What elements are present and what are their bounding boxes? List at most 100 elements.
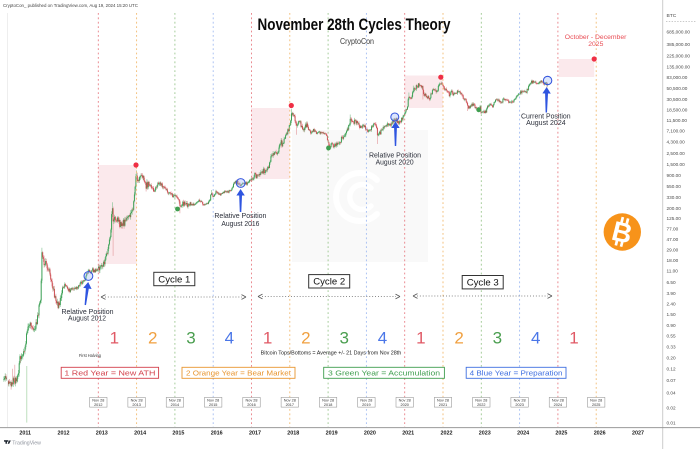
svg-text:3: 3 xyxy=(339,329,348,348)
svg-text:Nov 28: Nov 28 xyxy=(437,399,449,403)
svg-text:2012: 2012 xyxy=(58,431,70,437)
svg-text:11,500.00: 11,500.00 xyxy=(667,118,688,123)
svg-text:Relative Position: Relative Position xyxy=(62,309,114,316)
svg-text:2021: 2021 xyxy=(439,403,447,407)
svg-text:4: 4 xyxy=(378,329,387,348)
svg-text:Nov 28: Nov 28 xyxy=(169,399,181,403)
svg-text:2027: 2027 xyxy=(632,431,644,437)
svg-text:3 Green Year = Accumulation: 3 Green Year = Accumulation xyxy=(328,368,440,377)
svg-text:0.04: 0.04 xyxy=(667,390,677,395)
svg-text:Cycle 3: Cycle 3 xyxy=(467,278,499,289)
svg-text:0.20: 0.20 xyxy=(667,356,677,361)
svg-text:77.00: 77.00 xyxy=(667,227,679,232)
svg-text:2019: 2019 xyxy=(326,431,338,437)
svg-text:900.00: 900.00 xyxy=(667,173,682,178)
svg-text:2022: 2022 xyxy=(441,431,453,437)
svg-text:Nov 28: Nov 28 xyxy=(399,399,411,403)
svg-text:2018: 2018 xyxy=(324,403,332,407)
svg-text:2.40: 2.40 xyxy=(667,302,677,307)
svg-text:2016: 2016 xyxy=(211,431,223,437)
svg-text:3: 3 xyxy=(186,329,195,348)
svg-text:Bitcoin Tops/Bottoms = Average: Bitcoin Tops/Bottoms = Average +/- 21 Da… xyxy=(261,350,402,356)
svg-text:2016: 2016 xyxy=(247,403,255,407)
svg-text:2018: 2018 xyxy=(287,431,299,437)
svg-text:2017: 2017 xyxy=(286,403,294,407)
svg-text:Nov 28: Nov 28 xyxy=(475,399,487,403)
svg-text:2 Orange Year = Bear Market: 2 Orange Year = Bear Market xyxy=(186,368,292,377)
svg-text:Cycle 2: Cycle 2 xyxy=(313,277,345,288)
svg-text:2024: 2024 xyxy=(517,431,529,437)
svg-text:2: 2 xyxy=(148,329,157,348)
svg-text:First Halving: First Halving xyxy=(79,353,101,358)
svg-text:50,500.00: 50,500.00 xyxy=(667,86,688,91)
svg-text:0.07: 0.07 xyxy=(667,378,677,383)
svg-text:29.00: 29.00 xyxy=(667,248,679,253)
svg-text:Nov 28: Nov 28 xyxy=(245,399,257,403)
svg-text:4: 4 xyxy=(531,329,540,348)
svg-text:2012: 2012 xyxy=(94,403,102,407)
svg-text:2025: 2025 xyxy=(588,41,603,48)
svg-text:August 2016: August 2016 xyxy=(221,221,259,228)
svg-text:August 2024: August 2024 xyxy=(526,120,566,127)
svg-text:CryptoCon: CryptoCon xyxy=(340,37,374,46)
svg-text:Nov 28: Nov 28 xyxy=(131,399,143,403)
svg-text:October - December: October - December xyxy=(565,34,627,41)
svg-text:CryptoCon_ published on Tradin: CryptoCon_ published on TradingView.com,… xyxy=(3,3,138,8)
svg-text:Nov 28: Nov 28 xyxy=(360,399,372,403)
svg-text:30,500.00: 30,500.00 xyxy=(667,97,688,102)
svg-text:2: 2 xyxy=(301,329,310,348)
svg-text:4: 4 xyxy=(225,329,234,348)
svg-text:200.00: 200.00 xyxy=(667,206,682,211)
svg-text:135,000.00: 135,000.00 xyxy=(667,65,691,70)
svg-text:18,500.00: 18,500.00 xyxy=(667,108,688,113)
svg-text:3: 3 xyxy=(493,329,502,348)
svg-text:125.00: 125.00 xyxy=(667,216,682,221)
svg-text:1: 1 xyxy=(569,329,578,348)
svg-text:August 2012: August 2012 xyxy=(68,316,106,323)
svg-text:0.55: 0.55 xyxy=(667,334,677,339)
svg-text:2025: 2025 xyxy=(555,431,567,437)
svg-text:1.50: 1.50 xyxy=(667,312,677,317)
svg-text:4 Blue Year = Preparation: 4 Blue Year = Preparation xyxy=(470,368,563,377)
svg-text:2: 2 xyxy=(454,329,463,348)
svg-text:August 2020: August 2020 xyxy=(376,159,414,166)
svg-text:685,000.00: 685,000.00 xyxy=(667,29,691,34)
svg-text:BTC: BTC xyxy=(667,13,677,19)
svg-text:0.12: 0.12 xyxy=(667,367,677,372)
svg-text:2015: 2015 xyxy=(172,431,184,437)
svg-text:2020: 2020 xyxy=(400,403,408,407)
svg-text:Nov 28: Nov 28 xyxy=(92,399,104,403)
svg-text:4,300.00: 4,300.00 xyxy=(667,139,686,144)
svg-text:2011: 2011 xyxy=(19,431,31,437)
svg-text:2013: 2013 xyxy=(132,403,140,407)
svg-text:Nov 28: Nov 28 xyxy=(514,399,526,403)
svg-text:Current Position: Current Position xyxy=(521,113,571,120)
svg-text:2022: 2022 xyxy=(477,403,485,407)
svg-text:2024: 2024 xyxy=(554,403,562,407)
svg-text:Nov 28: Nov 28 xyxy=(207,399,219,403)
svg-text:Relative Position: Relative Position xyxy=(214,213,266,220)
svg-text:0.02: 0.02 xyxy=(667,405,677,410)
svg-text:1: 1 xyxy=(416,329,425,348)
svg-text:2021: 2021 xyxy=(402,431,414,437)
svg-text:2020: 2020 xyxy=(364,431,376,437)
svg-text:0.01: 0.01 xyxy=(667,420,677,425)
svg-text:2014: 2014 xyxy=(171,403,179,407)
svg-text:1,500.00: 1,500.00 xyxy=(667,162,686,167)
svg-text:11.00: 11.00 xyxy=(667,269,679,274)
svg-text:2,500.00: 2,500.00 xyxy=(667,151,686,156)
svg-text:1 Red Year = New ATH: 1 Red Year = New ATH xyxy=(64,368,155,377)
svg-text:TradingView: TradingView xyxy=(12,440,41,446)
svg-text:2015: 2015 xyxy=(209,403,217,407)
svg-text:Nov 28: Nov 28 xyxy=(284,399,296,403)
svg-text:385,000.00: 385,000.00 xyxy=(667,42,691,47)
svg-text:330.00: 330.00 xyxy=(667,195,682,200)
svg-text:0.90: 0.90 xyxy=(667,323,677,328)
svg-text:2019: 2019 xyxy=(362,403,370,407)
svg-text:2014: 2014 xyxy=(134,431,146,437)
svg-text:7,100.00: 7,100.00 xyxy=(667,128,686,133)
svg-text:6.50: 6.50 xyxy=(667,280,677,285)
svg-text:225,000.00: 225,000.00 xyxy=(667,54,691,59)
svg-text:Nov 28: Nov 28 xyxy=(322,399,334,403)
svg-text:0.33: 0.33 xyxy=(667,345,677,350)
